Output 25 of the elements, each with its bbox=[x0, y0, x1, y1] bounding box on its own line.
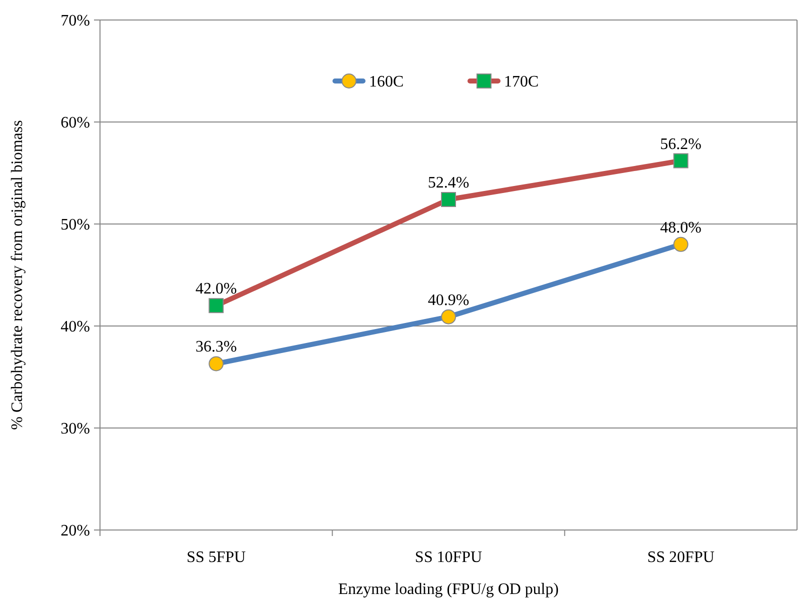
y-tick-label: 50% bbox=[60, 216, 90, 234]
point bbox=[441, 192, 456, 208]
x-tick-label: SS 5FPU bbox=[186, 549, 246, 566]
legend-label: 160C bbox=[369, 74, 404, 91]
data-label: 48.0% bbox=[660, 219, 702, 236]
data-label: 56.2% bbox=[660, 136, 702, 153]
point bbox=[208, 298, 224, 314]
point bbox=[673, 153, 688, 168]
x-axis-title: Enzyme loading (FPU/g OD pulp) bbox=[338, 581, 559, 598]
legend-label: 170C bbox=[504, 74, 539, 91]
data-label: 36.3% bbox=[196, 338, 237, 356]
y-axis-title: % Carbohydrate recovery from original biomass bbox=[9, 120, 26, 430]
y-tick-label: 30% bbox=[60, 420, 90, 438]
point bbox=[441, 309, 456, 324]
data-label: 52.4% bbox=[428, 174, 470, 192]
point bbox=[673, 236, 688, 252]
point bbox=[208, 356, 224, 372]
data-label: 42.0% bbox=[196, 280, 237, 298]
y-tick-label: 40% bbox=[60, 318, 90, 336]
y-tick-label: 60% bbox=[60, 114, 90, 132]
x-tick-label: SS 10FPU bbox=[414, 549, 483, 566]
data-label: 40.9% bbox=[428, 292, 470, 309]
y-tick-label: 20% bbox=[60, 522, 90, 540]
x-tick-label: SS 20FPU bbox=[647, 549, 715, 566]
y-tick-label: 70% bbox=[60, 12, 90, 30]
